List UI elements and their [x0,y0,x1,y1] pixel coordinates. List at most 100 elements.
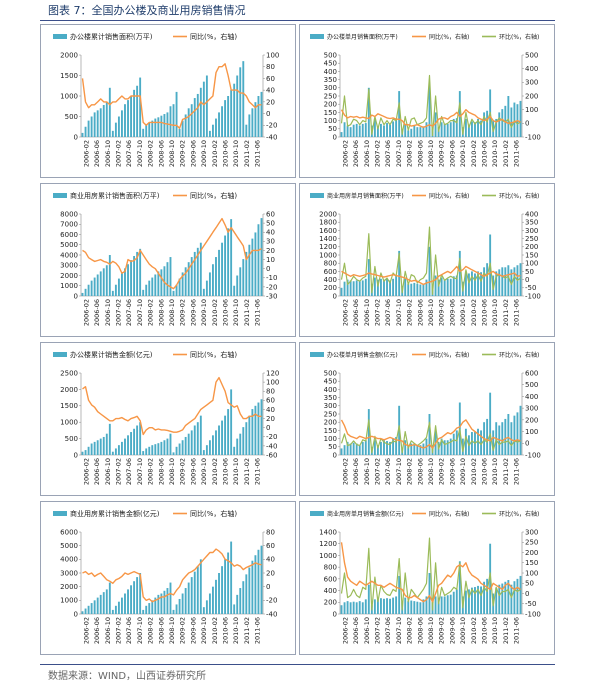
data-bar [142,609,145,614]
data-bar [257,402,260,455]
data-bar [486,578,489,614]
data-bar [380,123,382,137]
data-bar [383,598,385,614]
data-bar [202,81,205,137]
data-bar [248,114,251,137]
data-bar [513,102,516,137]
data-bar [416,127,419,137]
y-tick-label: 0 [333,133,337,141]
y2-tick-label: 0 [266,110,270,118]
data-bar [205,75,208,137]
data-bar [386,441,388,455]
y2-tick-label: 200 [525,416,538,424]
y-tick-label: 3000 [60,262,78,270]
y-tick-label: 7000 [60,221,78,229]
x-tick-label: 2006-10 [104,299,112,326]
y2-tick-label: 60 [266,75,275,83]
y-tick-label: 450 [324,60,337,68]
data-bar [248,567,251,614]
data-bar [212,124,214,137]
data-bar [349,127,352,137]
data-bar [236,75,239,137]
data-bar [361,602,364,614]
data-bar [239,433,242,455]
x-tick-label: 2006-10 [104,458,112,485]
data-bar [477,428,479,455]
x-tick-label: 2009-10 [200,617,208,644]
x-tick-label: 2006-02 [82,458,90,485]
x-tick-label: 2006-02 [341,458,349,485]
data-bar [145,448,148,455]
x-tick-label: 2008-02 [147,140,155,167]
data-bar [154,597,157,614]
chart-panel-2: 商业用房累计销售面积(万平) 同比(%，右轴) 0 1000 2000 3000 4000 5… [40,183,296,337]
yoy-series-line [340,419,521,449]
x-tick-label: 2007-02 [373,299,381,326]
data-bar [148,603,151,614]
data-bar [208,272,211,296]
y-tick-label: 6000 [60,231,78,239]
data-bar [160,115,163,137]
x-tick-label: 2007-10 [395,299,403,326]
y2-tick-label: 0 [266,424,270,432]
data-bar [166,588,169,614]
y-tick-label: 350 [324,76,337,84]
yoy-series-line [82,217,262,290]
x-tick-label: 2010-06 [481,458,489,485]
data-bar [242,427,245,455]
x-tick-label: 2011-06 [513,140,521,167]
data-bar [419,284,422,296]
x-tick-label: 2007-02 [114,140,122,167]
data-bar [498,269,501,296]
chart-legend: 办公楼单月销售金额(亿元) 同比(%，右轴) 环比(%，右轴) [310,351,539,359]
y2-tick-label: 40 [266,556,275,564]
data-bar [108,423,111,455]
y2-tick-label: 0 [525,276,529,284]
x-tick-label: 2010-02 [211,140,219,167]
data-bar [172,609,175,614]
data-bar [364,123,367,137]
data-bar [208,440,211,455]
data-bar [440,122,443,137]
data-bar [99,438,102,455]
y-tick-label: 4000 [60,556,78,564]
data-bar [166,438,169,455]
data-bar [242,259,245,296]
x-tick-label: 2010-02 [470,458,478,485]
data-bar [383,125,385,137]
data-bar [184,588,187,614]
x-tick-label: 2006-02 [341,617,349,644]
data-bar [84,450,87,455]
data-bar [199,559,202,614]
data-bar [492,430,495,455]
data-bar [218,249,220,296]
data-bar [124,593,126,614]
data-bar [386,278,388,296]
data-bar [449,438,452,455]
data-bar [395,118,398,137]
data-bar [428,573,431,614]
data-bar [413,125,416,137]
x-tick-label: 2006-02 [341,299,349,326]
x-tick-label: 2007-02 [373,458,381,485]
data-bar [224,415,227,455]
legend-label-bar: 办公楼累计销售面积(万平) [70,32,153,41]
data-bar [117,601,120,614]
x-tick-label: 2009-10 [459,299,467,326]
data-bar [81,132,84,137]
data-bar [458,561,461,614]
data-bar [121,597,123,614]
data-bar [480,120,482,137]
y2-tick-label: 20 [266,247,275,255]
data-bar [96,597,99,614]
x-tick-label: 2011-06 [254,299,262,326]
data-bar [410,128,413,137]
x-tick-label: 2007-10 [136,140,144,167]
y2-tick-label: -100 [525,292,541,300]
data-bar [380,598,382,614]
data-bar [367,259,370,296]
data-bar [392,597,395,614]
y-tick-label: 1500 [60,402,78,410]
data-bar [510,422,513,455]
data-bar [361,280,364,296]
